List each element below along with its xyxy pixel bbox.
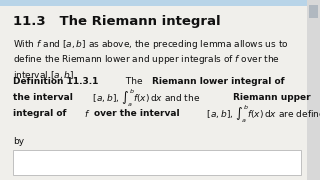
Text: over the interval: over the interval (94, 109, 179, 118)
Text: integral of: integral of (13, 109, 66, 118)
Text: Riemann lower integral of: Riemann lower integral of (152, 77, 284, 86)
Text: With $f$ and $[a, b]$ as above, the preceding lemma allows us to: With $f$ and $[a, b]$ as above, the prec… (13, 38, 288, 51)
Text: interval $[a, b]$.: interval $[a, b]$. (13, 69, 77, 81)
Text: Riemann upper: Riemann upper (233, 93, 311, 102)
Text: define the Riemann lower and upper integrals of $f$ over the: define the Riemann lower and upper integ… (13, 53, 280, 66)
Text: $f$: $f$ (82, 108, 91, 119)
Text: the interval: the interval (13, 93, 73, 102)
FancyBboxPatch shape (13, 150, 301, 175)
Text: The: The (123, 77, 146, 86)
Bar (309, 5, 318, 18)
Text: by: by (13, 137, 24, 146)
Text: $[a, b]$, $\int_a^b f(x)\,\mathrm{d}x$ and the: $[a, b]$, $\int_a^b f(x)\,\mathrm{d}x$ a… (90, 87, 201, 109)
Text: $[a, b]$, $\int_a^b f(x)\,\mathrm{d}x$ are defined: $[a, b]$, $\int_a^b f(x)\,\mathrm{d}x$ a… (204, 103, 320, 125)
Bar (307, 0, 320, 180)
Text: 11.3   The Riemann integral: 11.3 The Riemann integral (13, 15, 220, 28)
Bar (0, 0, 307, 6)
Text: Definition 11.3.1: Definition 11.3.1 (13, 77, 98, 86)
